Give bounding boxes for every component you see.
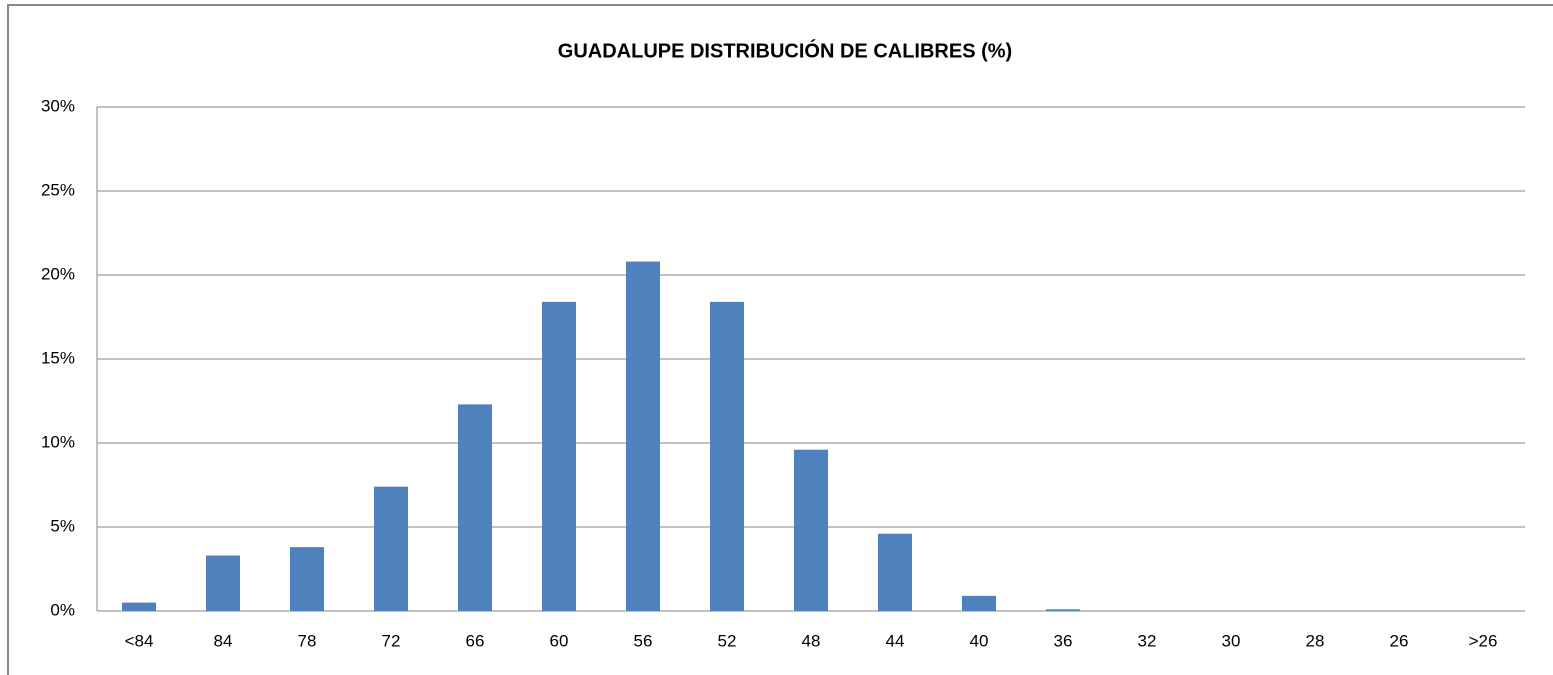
bar	[374, 486, 408, 611]
x-tick-label: 30	[1222, 631, 1241, 650]
x-tick-label: 72	[382, 631, 401, 650]
x-tick-label: 78	[298, 631, 317, 650]
x-tick-label: 60	[550, 631, 569, 650]
bar	[626, 261, 660, 611]
y-tick-label: 0%	[50, 600, 75, 619]
x-tick-label: >26	[1469, 631, 1498, 650]
chart-title: GUADALUPE DISTRIBUCIÓN DE CALIBRES (%)	[558, 38, 1012, 62]
bar	[206, 555, 240, 611]
chart-frame	[7, 4, 1553, 675]
x-tick-label: 36	[1054, 631, 1073, 650]
x-tick-label: 84	[214, 631, 233, 650]
bar	[710, 301, 744, 611]
y-tick-label: 25%	[41, 180, 75, 199]
bar	[542, 301, 576, 611]
bar	[878, 533, 912, 611]
y-tick-label: 5%	[50, 516, 75, 535]
x-tick-label: 56	[634, 631, 653, 650]
y-tick-label: 20%	[41, 264, 75, 283]
bar	[122, 602, 156, 611]
x-tick-label: 66	[466, 631, 485, 650]
bar	[794, 449, 828, 611]
x-tick-label: 28	[1306, 631, 1325, 650]
y-tick-label: 15%	[41, 348, 75, 367]
x-tick-label: 26	[1390, 631, 1409, 650]
x-tick-label: 32	[1138, 631, 1157, 650]
y-tick-label: 30%	[41, 96, 75, 115]
bar	[1046, 609, 1080, 611]
bar	[962, 595, 996, 611]
x-tick-label: 44	[886, 631, 905, 650]
bar	[290, 547, 324, 611]
x-tick-label: 52	[718, 631, 737, 650]
x-tick-label: <84	[125, 631, 154, 650]
y-tick-label: 10%	[41, 432, 75, 451]
x-tick-label: 40	[970, 631, 989, 650]
bar	[458, 404, 492, 611]
x-tick-label: 48	[802, 631, 821, 650]
